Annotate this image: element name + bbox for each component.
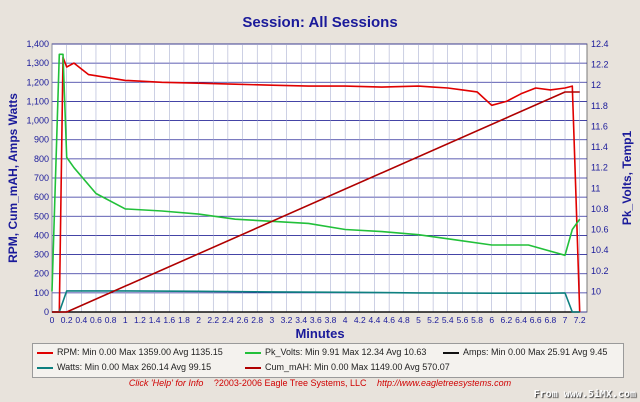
y-left-tick-label: 100 <box>34 288 49 298</box>
y-right-tick-label: 10.6 <box>591 225 609 235</box>
y-right-tick-label: 10 <box>591 286 601 296</box>
y-left-tick-label: 1,300 <box>26 58 49 68</box>
x-tick-label: 1 <box>123 315 128 325</box>
y-left-tick-label: 1,200 <box>26 77 49 87</box>
x-tick-label: 4.8 <box>398 315 410 325</box>
legend-swatch-rpm <box>37 351 53 354</box>
y-left-tick-label: 500 <box>34 211 49 221</box>
legend-item-watts: Watts: Min 0.00 Max 260.14 Avg 99.15 <box>37 360 211 375</box>
x-tick-label: 6.2 <box>500 315 512 325</box>
x-tick-label: 6.8 <box>544 315 556 325</box>
y-left-tick-label: 600 <box>34 192 49 202</box>
x-tick-label: 0 <box>50 315 55 325</box>
x-tick-label: 2.8 <box>251 315 263 325</box>
x-tick-label: 1.4 <box>149 315 161 325</box>
series-line-watts <box>52 290 580 313</box>
legend-item-rpm: RPM: Min 0.00 Max 1359.00 Avg 1135.15 <box>37 345 223 360</box>
y-right-tick-label: 12 <box>591 80 601 90</box>
x-tick-label: 1.2 <box>134 315 146 325</box>
legend-item-cum-mah: Cum_mAH: Min 0.00 Max 1149.00 Avg 570.07 <box>245 360 450 375</box>
y-left-tick-label: 300 <box>34 250 49 260</box>
footer-copyright: ?2003-2006 Eagle Tree Systems, LLC <box>213 378 367 388</box>
series-line-rpm <box>52 56 581 313</box>
x-tick-label: 0.2 <box>61 315 73 325</box>
x-tick-label: 5.8 <box>471 315 483 325</box>
x-tick-label: 4.6 <box>383 315 395 325</box>
x-tick-label: 6.6 <box>530 315 542 325</box>
x-tick-label: 0.8 <box>105 315 117 325</box>
x-tick-label: 1.8 <box>178 315 190 325</box>
y-left-tick-label: 700 <box>34 173 49 183</box>
footer-help-text: Click 'Help' for Info <box>128 378 204 388</box>
y-left-tick-label: 400 <box>34 230 49 240</box>
legend-swatch-cum-mah <box>245 366 261 369</box>
y-left-axis-ticks: 0 100 200 300 400 500 600 700 800 900 1,000 1,100 1,… <box>26 39 49 317</box>
chart-area: 0 0.2 0.4 0.6 0.8 1 1.2 1.4 1.6 1.8 2 2.2 2.4 2.6 2.8 3… <box>6 39 634 340</box>
legend-label-rpm: RPM: Min 0.00 Max 1359.00 Avg 1135.15 <box>57 347 223 357</box>
grid-lines <box>51 43 587 313</box>
x-axis-label: Minutes <box>295 326 344 340</box>
legend-label-pk-volts: Pk_Volts: Min 9.91 Max 12.34 Avg 10.63 <box>265 347 427 357</box>
y-left-axis-label: RPM, Cum_mAH, Amps Watts <box>6 93 20 263</box>
y-left-tick-label: 900 <box>34 135 49 145</box>
x-tick-label: 2.6 <box>237 315 249 325</box>
chart-title: Session: All Sessions <box>242 14 398 31</box>
y-left-tick-label: 800 <box>34 154 49 164</box>
x-tick-label: 4 <box>343 315 348 325</box>
x-axis-ticks: 0 0.2 0.4 0.6 0.8 1 1.2 1.4 1.6 1.8 2 2.2 2.4 2.6 2.8 3… <box>50 315 586 325</box>
x-tick-label: 6.4 <box>515 315 527 325</box>
footer: Click 'Help' for Info ?2003-2006 Eagle T… <box>0 378 640 388</box>
x-tick-label: 5.6 <box>456 315 468 325</box>
series-line-cum-mah <box>52 91 580 313</box>
x-tick-label: 1.6 <box>163 315 175 325</box>
x-tick-label: 5.2 <box>427 315 439 325</box>
x-tick-label: 7 <box>563 315 568 325</box>
x-tick-label: 5 <box>416 315 421 325</box>
x-tick-label: 0.6 <box>90 315 102 325</box>
x-tick-label: 3.8 <box>325 315 337 325</box>
y-right-tick-label: 12.4 <box>591 39 609 49</box>
y-right-tick-label: 11 <box>591 183 600 193</box>
x-tick-label: 2 <box>196 315 201 325</box>
legend-swatch-watts <box>37 366 53 369</box>
footer-url-link[interactable]: http://www.eagletreesystems.com <box>377 378 512 388</box>
x-tick-label: 2.2 <box>207 315 219 325</box>
x-tick-label: 2.4 <box>222 315 234 325</box>
y-right-tick-label: 10.2 <box>591 266 609 276</box>
x-tick-label: 7.2 <box>574 315 586 325</box>
x-tick-label: 4.2 <box>354 315 366 325</box>
legend-item-pk-volts: Pk_Volts: Min 9.91 Max 12.34 Avg 10.63 <box>245 345 426 360</box>
y-right-tick-label: 11.4 <box>591 142 608 152</box>
y-left-tick-label: 0 <box>44 307 49 317</box>
y-right-tick-label: 11.2 <box>591 163 608 173</box>
y-right-axis-label: Pk_Volts, Temp1 <box>620 131 634 226</box>
y-left-tick-label: 200 <box>34 269 49 279</box>
y-right-tick-label: 11.6 <box>591 121 608 131</box>
x-tick-label: 6 <box>489 315 494 325</box>
x-tick-label: 4.4 <box>369 315 381 325</box>
y-right-tick-label: 10.4 <box>591 245 609 255</box>
y-left-tick-label: 1,400 <box>26 39 49 49</box>
legend-label-cum-mah: Cum_mAH: Min 0.00 Max 1149.00 Avg 570.07 <box>265 362 450 372</box>
y-right-tick-label: 11.8 <box>591 101 608 111</box>
x-tick-label: 3.2 <box>281 315 293 325</box>
legend-swatch-amps <box>443 351 459 354</box>
series-lines <box>51 53 581 313</box>
watermark-text: From www.5iMX.com <box>533 389 636 400</box>
y-right-tick-label: 10.8 <box>591 204 609 214</box>
y-left-tick-label: 1,100 <box>26 96 49 106</box>
legend-item-amps: Amps: Min 0.00 Max 25.91 Avg 9.45 <box>443 345 607 360</box>
y-right-axis-ticks: 10 10.2 10.4 10.6 10.8 11 11.2 11.4 11.6 11.8 12 12… <box>591 39 609 296</box>
x-tick-label: 3.6 <box>310 315 322 325</box>
y-right-tick-label: 12.2 <box>591 60 609 70</box>
x-tick-label: 3.4 <box>295 315 307 325</box>
x-tick-label: 0.4 <box>75 315 87 325</box>
legend-label-watts: Watts: Min 0.00 Max 260.14 Avg 99.15 <box>57 362 212 372</box>
y-left-tick-label: 1,000 <box>26 116 49 126</box>
legend-swatch-pk-volts <box>245 351 261 354</box>
legend-label-amps: Amps: Min 0.00 Max 25.91 Avg 9.45 <box>463 347 608 357</box>
x-tick-label: 5.4 <box>442 315 454 325</box>
legend-box: RPM: Min 0.00 Max 1359.00 Avg 1135.15 Pk… <box>32 343 624 378</box>
x-tick-label: 3 <box>269 315 274 325</box>
